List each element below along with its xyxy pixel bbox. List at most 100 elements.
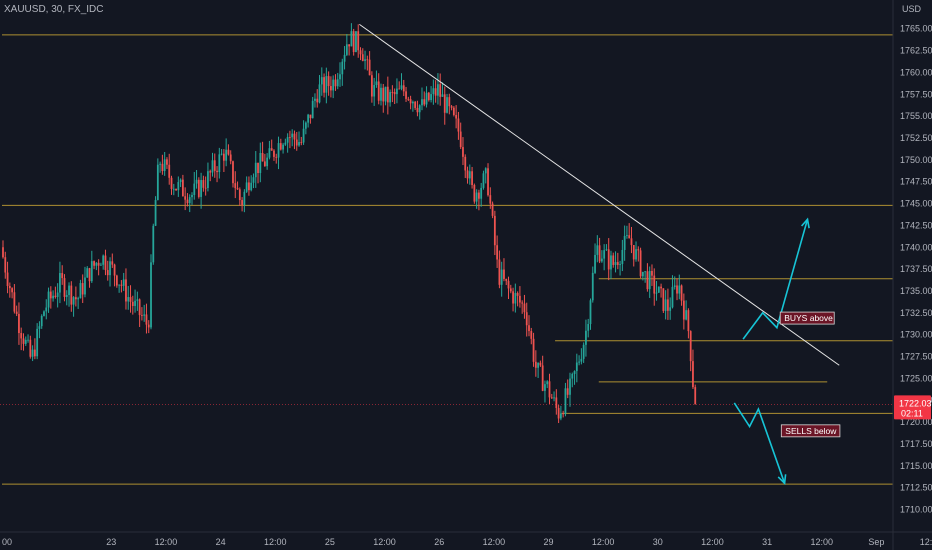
candle-down — [63, 278, 66, 297]
candle-up — [156, 164, 159, 201]
candle-down — [197, 179, 200, 197]
candle-up — [500, 269, 503, 285]
y-tick-label: 1752.50 — [900, 133, 932, 143]
projection-down-arrow — [733, 402, 786, 484]
candle-down — [357, 31, 360, 51]
candle-up — [345, 44, 348, 55]
currency-label: USD — [902, 4, 922, 14]
candle-up — [100, 264, 102, 266]
candle-up — [36, 328, 39, 357]
candle-up — [559, 413, 562, 419]
y-tick-label: 1757.50 — [900, 89, 932, 99]
candle-down — [238, 189, 241, 201]
candle-down — [323, 77, 325, 93]
price-axis-bg — [893, 0, 932, 550]
annotation-box — [779, 311, 835, 325]
candle-down — [175, 188, 177, 191]
candle-down — [204, 187, 207, 189]
candle-up — [136, 299, 139, 301]
candle-down — [11, 288, 14, 293]
candle-up — [243, 191, 246, 205]
drawings-layer: BUYS above SELLS below — [359, 23, 841, 486]
candle-up — [341, 61, 344, 75]
candle-down — [443, 94, 446, 113]
candle-down — [300, 142, 303, 143]
candle-down — [106, 270, 109, 276]
symbol-label[interactable]: XAUUSD, 30, FX_IDC — [4, 4, 104, 15]
candle-down — [6, 272, 9, 286]
candle-down — [541, 365, 544, 391]
candle-down — [518, 295, 521, 303]
candle-up — [468, 171, 471, 179]
candle-down — [257, 162, 259, 174]
candle-up — [52, 295, 54, 299]
candle-up — [596, 245, 599, 255]
candle-up — [77, 298, 80, 300]
candle-down — [131, 301, 134, 307]
candle-up — [655, 292, 658, 294]
candle-up — [657, 286, 660, 293]
candle-up — [27, 339, 29, 341]
candle-down — [416, 107, 419, 113]
candle-up — [143, 314, 146, 316]
projection-down-arrow-arrowhead — [777, 474, 787, 486]
candle-down — [405, 91, 407, 99]
candle-up — [150, 262, 152, 328]
candle-up — [43, 311, 45, 316]
candle-up — [484, 168, 487, 174]
candle-down — [455, 114, 458, 119]
candle-down — [18, 313, 20, 334]
annotation-box — [780, 424, 841, 438]
x-tick-label: 30 — [653, 537, 663, 547]
candle-down — [293, 133, 296, 140]
x-tick-label: 12:00 — [155, 537, 178, 547]
candle-down — [637, 249, 640, 251]
candle-up — [220, 153, 223, 155]
y-tick-label: 1710.00 — [900, 505, 932, 515]
candle-up — [259, 152, 262, 174]
y-tick-label: 1717.50 — [900, 439, 932, 449]
candle-down — [660, 286, 662, 289]
candle-down — [528, 325, 530, 332]
y-tick-label: 1732.50 — [900, 308, 932, 318]
candle-up — [600, 258, 603, 262]
candle-down — [478, 192, 480, 199]
candle-up — [314, 98, 316, 101]
candle-up — [482, 173, 485, 188]
candle-up — [669, 307, 672, 311]
candle-up — [200, 180, 203, 197]
candle-down — [427, 92, 430, 101]
candle-down — [557, 407, 560, 419]
candle-up — [610, 255, 612, 270]
candle-down — [166, 159, 168, 165]
y-tick-label: 1745.00 — [900, 199, 932, 209]
candle-up — [603, 250, 606, 259]
candle-up — [102, 255, 105, 265]
candle-up — [430, 94, 432, 101]
x-tick-label: 12:00 — [373, 537, 396, 547]
candle-up — [384, 86, 387, 102]
candle-down — [129, 297, 132, 302]
candle-down — [466, 170, 469, 179]
candle-down — [168, 164, 171, 178]
y-tick-label: 1720.00 — [900, 417, 932, 427]
candle-down — [61, 273, 64, 279]
candle-up — [673, 285, 676, 287]
candle-down — [295, 139, 298, 146]
candle-up — [311, 100, 314, 119]
candle-down — [505, 278, 508, 281]
candle-down — [2, 247, 4, 258]
y-tick-label: 1727.50 — [900, 352, 932, 362]
candle-down — [348, 44, 351, 47]
candle-up — [587, 324, 590, 331]
candle-down — [229, 154, 232, 162]
x-tick-label: 12:00 — [920, 537, 932, 547]
candle-down — [222, 153, 225, 161]
candle-down — [270, 148, 273, 151]
candle-down — [507, 280, 510, 289]
candle-up — [122, 279, 125, 286]
candle-up — [621, 249, 624, 265]
